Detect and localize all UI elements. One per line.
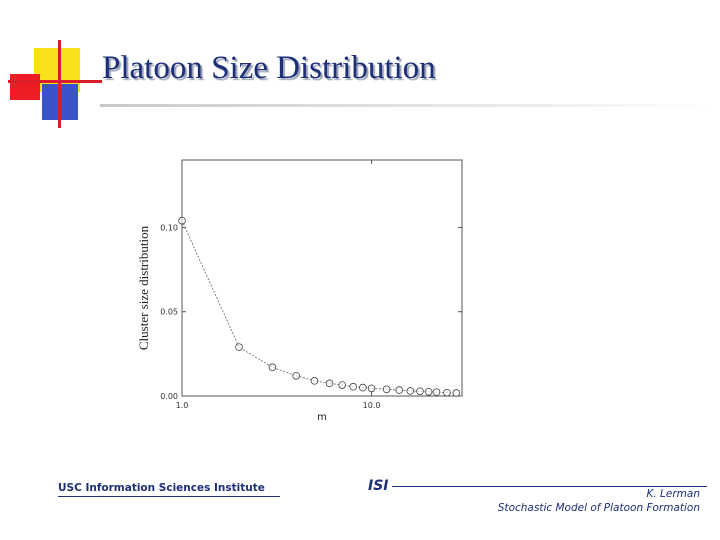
data-point [367,384,376,393]
data-point [359,383,367,392]
chart-svg: 0.00 0.05 0.10 1.0 10.0 m Cluster size distr… [136,159,463,423]
data-point [310,377,319,385]
data-point [395,386,404,394]
slide-title: Platoon Size Distribution [102,50,436,86]
data-point [424,387,433,396]
footer-author: K. Lerman [646,488,700,500]
series-line [181,220,457,394]
data-point [292,371,300,380]
footer-institute: USC Information Sciences Institute [58,482,280,497]
data-point [452,389,461,397]
data-point [416,387,424,396]
data-point [235,343,243,351]
x-tick-label: 10.0 [363,401,381,410]
plot-frame [181,159,463,397]
data-point [432,388,441,396]
data-point [406,387,415,395]
data-point [349,382,357,391]
chart: 0.00 0.05 0.10 1.0 10.0 m Cluster size distr… [128,150,478,430]
title-underline [100,104,710,107]
y-axis-label: Cluster size distribution [136,225,151,350]
data-point [178,216,186,225]
x-axis-label: m [317,412,327,423]
y-tick-label: 0.00 [160,392,178,401]
data-point [325,379,334,388]
data-point [382,385,391,394]
data-point [268,363,277,372]
deco-horizontal-line [8,80,102,83]
x-tick-label: 1.0 [176,401,189,410]
footer-rule [392,486,707,487]
data-point [338,381,346,389]
isi-logo: ISI [368,478,389,494]
data-point [443,388,451,397]
deco-vertical-line [58,40,61,128]
footer-talk-title: Stochastic Model of Platoon Formation [497,502,700,514]
y-tick-label: 0.05 [160,308,178,317]
y-tick-label: 0.10 [160,223,178,232]
deco-red-square [10,74,40,100]
footer-author-block: K. Lerman Stochastic Model of Platoon Fo… [498,487,700,515]
